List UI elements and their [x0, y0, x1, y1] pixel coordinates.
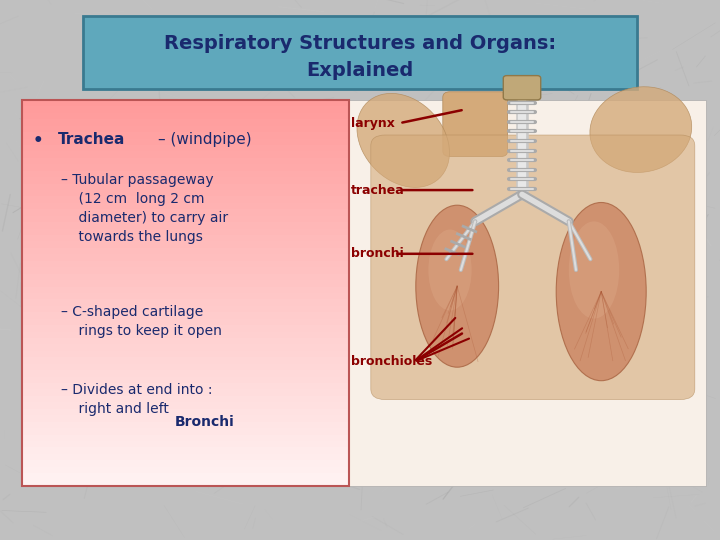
- Bar: [22, 235, 349, 241]
- Bar: [22, 402, 349, 409]
- Bar: [22, 113, 349, 119]
- Bar: [22, 145, 349, 151]
- Bar: [22, 164, 349, 171]
- Bar: [22, 441, 349, 447]
- Bar: [22, 190, 349, 197]
- Bar: [22, 139, 349, 145]
- Bar: [22, 312, 349, 319]
- Bar: [22, 197, 349, 203]
- Bar: [22, 274, 349, 280]
- Bar: [22, 332, 349, 338]
- Text: – Divides at end into :
    right and left: – Divides at end into : right and left: [61, 383, 212, 416]
- Bar: [22, 409, 349, 415]
- Ellipse shape: [416, 205, 498, 367]
- Bar: [22, 119, 349, 126]
- Bar: [22, 364, 349, 370]
- Bar: [22, 428, 349, 435]
- Bar: [22, 435, 349, 441]
- Text: bronchioles: bronchioles: [351, 355, 433, 368]
- Bar: [22, 396, 349, 402]
- Bar: [22, 319, 349, 325]
- Text: Bronchi: Bronchi: [175, 415, 235, 429]
- Bar: [22, 106, 349, 113]
- Bar: [22, 132, 349, 139]
- Ellipse shape: [569, 221, 619, 319]
- Bar: [22, 241, 349, 248]
- FancyBboxPatch shape: [83, 16, 637, 89]
- Bar: [22, 203, 349, 210]
- Bar: [22, 415, 349, 422]
- FancyBboxPatch shape: [503, 76, 541, 100]
- Text: bronchi: bronchi: [351, 247, 404, 260]
- Bar: [22, 184, 349, 190]
- Bar: [22, 254, 349, 261]
- Bar: [22, 422, 349, 428]
- Text: – Tubular passageway
    (12 cm  long 2 cm
    diameter) to carry air
    toward: – Tubular passageway (12 cm long 2 cm di…: [61, 173, 228, 244]
- Bar: [22, 267, 349, 274]
- Ellipse shape: [357, 93, 449, 187]
- Ellipse shape: [590, 87, 692, 172]
- Text: trachea: trachea: [351, 184, 405, 197]
- Bar: [22, 467, 349, 473]
- FancyBboxPatch shape: [443, 92, 508, 157]
- Bar: [22, 287, 349, 293]
- Bar: [22, 306, 349, 312]
- Bar: [22, 228, 349, 235]
- Bar: [22, 171, 349, 177]
- Text: Respiratory Structures and Organs:: Respiratory Structures and Organs:: [164, 35, 556, 53]
- Text: Explained: Explained: [307, 62, 413, 80]
- Bar: [22, 158, 349, 164]
- Bar: [22, 248, 349, 254]
- Bar: [22, 447, 349, 454]
- FancyBboxPatch shape: [349, 100, 706, 486]
- Bar: [22, 261, 349, 267]
- Bar: [22, 100, 349, 106]
- Bar: [22, 473, 349, 480]
- Bar: [22, 370, 349, 376]
- Bar: [22, 280, 349, 287]
- Bar: [22, 210, 349, 215]
- Bar: [22, 351, 349, 357]
- Bar: [22, 222, 349, 228]
- Bar: [22, 389, 349, 396]
- Bar: [22, 325, 349, 332]
- Bar: [22, 345, 349, 351]
- Bar: [22, 383, 349, 389]
- Text: larynx: larynx: [351, 117, 395, 130]
- Bar: [22, 126, 349, 132]
- Text: •: •: [32, 132, 43, 150]
- Bar: [22, 460, 349, 467]
- Bar: [22, 454, 349, 460]
- Bar: [22, 480, 349, 486]
- Ellipse shape: [556, 202, 647, 381]
- Bar: [22, 299, 349, 306]
- Bar: [22, 293, 349, 299]
- Bar: [22, 376, 349, 383]
- Text: – C-shaped cartilage
    rings to keep it open: – C-shaped cartilage rings to keep it op…: [61, 305, 222, 338]
- Bar: [22, 357, 349, 364]
- Bar: [22, 177, 349, 184]
- FancyBboxPatch shape: [371, 135, 695, 400]
- Ellipse shape: [428, 230, 472, 310]
- Text: – (windpipe): – (windpipe): [158, 132, 252, 147]
- Bar: [22, 215, 349, 222]
- Bar: [22, 338, 349, 345]
- Text: Trachea: Trachea: [58, 132, 125, 147]
- Bar: [22, 151, 349, 158]
